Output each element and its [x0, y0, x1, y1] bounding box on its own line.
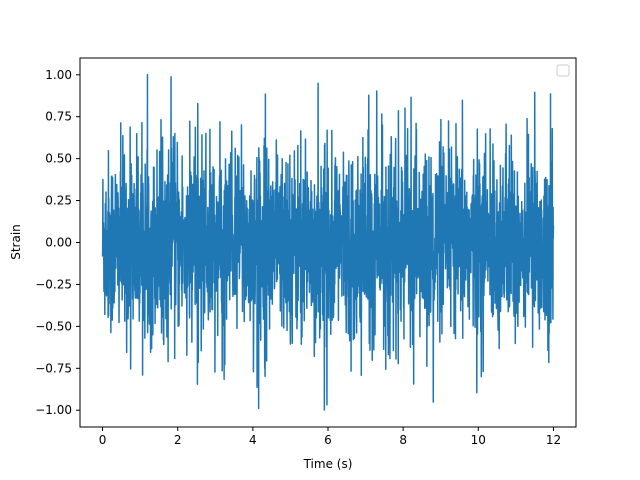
- x-tick-label: 6: [324, 433, 332, 447]
- strain-series-line: [101, 74, 555, 411]
- y-tick-label: 1.00: [45, 68, 72, 82]
- x-tick-label: 0: [99, 433, 107, 447]
- x-tick-label: 2: [174, 433, 182, 447]
- x-tick-label: 12: [546, 433, 561, 447]
- y-tick-label: 0.50: [45, 152, 72, 166]
- x-tick-label: 10: [471, 433, 486, 447]
- y-axis: −1.00 −0.75 −0.50 −0.25 0.00 0.25 0.50 0.75 1.00: [35, 68, 80, 417]
- y-tick-label: 0.25: [45, 194, 72, 208]
- y-tick-label: 0.75: [45, 110, 72, 124]
- y-tick-label: −1.00: [35, 403, 72, 417]
- y-axis-label: Strain: [9, 224, 23, 260]
- legend-box: [556, 64, 570, 77]
- y-tick-label: 0.00: [45, 236, 72, 250]
- x-tick-label: 4: [249, 433, 257, 447]
- y-tick-label: −0.25: [35, 277, 72, 291]
- y-tick-label: −0.75: [35, 361, 72, 375]
- x-tick-label: 8: [399, 433, 407, 447]
- y-tick-label: −0.50: [35, 319, 72, 333]
- x-axis-label: Time (s): [303, 457, 353, 471]
- x-axis: 0 2 4 6 8 10 12: [99, 427, 561, 447]
